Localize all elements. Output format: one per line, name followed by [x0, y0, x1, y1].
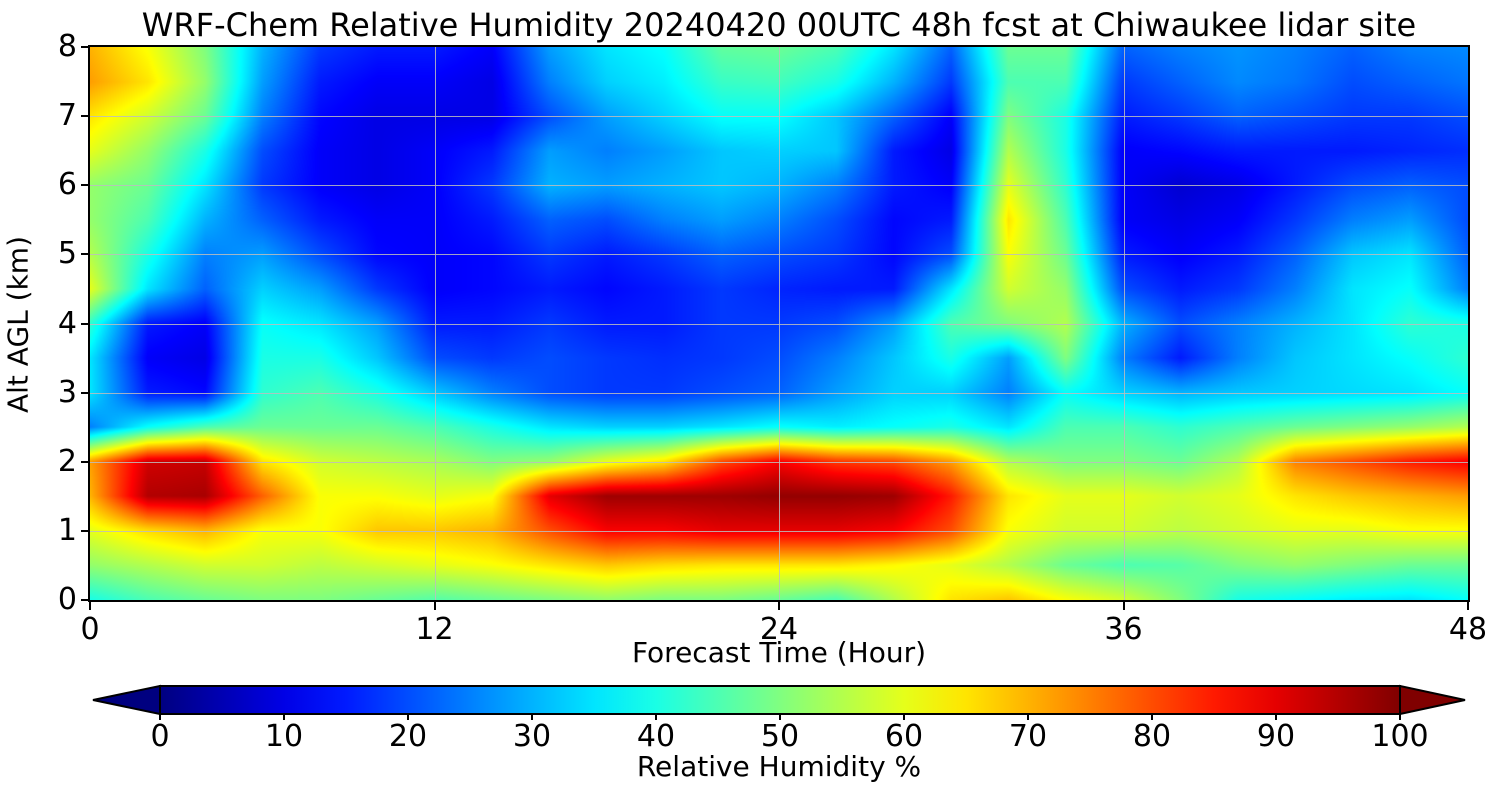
colorbar-tick-mark: [159, 714, 161, 720]
x-axis-label: Forecast Time (Hour): [631, 636, 927, 669]
x-tick-mark: [1467, 602, 1469, 610]
y-tick-label: 3: [57, 374, 77, 410]
y-tick-label: 4: [57, 305, 77, 341]
gridline-vertical: [1123, 47, 1125, 600]
y-tick-mark: [81, 529, 89, 532]
y-tick-mark: [81, 253, 89, 256]
colorbar-tick-mark: [655, 714, 657, 720]
colorbar-tick-label: 10: [264, 719, 304, 754]
colorbar-tick-label: 0: [150, 719, 170, 754]
x-tick-mark: [433, 602, 436, 610]
colorbar-tick-label: 70: [1008, 719, 1048, 754]
colorbar-tick-mark: [779, 714, 781, 720]
x-tick-label: 24: [759, 612, 799, 647]
y-tick-mark: [81, 460, 89, 463]
colorbar-left-arrow: [92, 684, 161, 716]
colorbar-tick-mark: [903, 714, 905, 720]
colorbar-tick-label: 30: [512, 719, 552, 754]
x-tick-label: 12: [415, 612, 454, 647]
y-tick-mark: [81, 115, 89, 118]
colorbar-tick-mark: [283, 714, 285, 720]
y-tick-label: 7: [57, 98, 77, 134]
y-tick-label: 0: [57, 582, 77, 617]
colorbar-tick-mark: [1399, 714, 1401, 720]
y-tick-label: 8: [57, 29, 77, 64]
gridlines-layer: [90, 47, 1468, 600]
colorbar-tick-label: 60: [884, 719, 924, 754]
y-tick-label: 6: [57, 167, 77, 203]
y-tick-label: 5: [57, 236, 77, 272]
colorbar-label: Relative Humidity %: [636, 750, 922, 783]
colorbar-tick-mark: [531, 714, 533, 720]
colorbar-tick-mark: [407, 714, 409, 720]
x-tick-mark: [1122, 602, 1125, 610]
y-tick-label: 2: [57, 443, 77, 479]
plot-area: [88, 45, 1470, 602]
x-tick-label: 0: [80, 612, 100, 647]
colorbar-tick-label: 100: [1371, 719, 1429, 754]
y-tick-mark: [81, 46, 89, 48]
gridline-vertical: [779, 47, 780, 600]
colorbar-gradient-bar: [159, 685, 1401, 715]
gridline-vertical: [434, 47, 436, 600]
colorbar-tick-label: 40: [636, 719, 676, 754]
y-tick-mark: [81, 599, 89, 601]
colorbar-tick-mark: [1151, 714, 1153, 720]
x-tick-label: 36: [1104, 612, 1143, 647]
chart-title: WRF-Chem Relative Humidity 20240420 00UT…: [141, 6, 1417, 44]
y-tick-label: 1: [57, 512, 77, 548]
x-tick-label: 48: [1448, 612, 1488, 647]
y-tick-mark: [81, 322, 89, 325]
colorbar-tick-label: 90: [1256, 719, 1296, 754]
y-tick-mark: [81, 391, 89, 394]
colorbar-tick-label: 20: [388, 719, 428, 754]
x-tick-mark: [778, 602, 780, 610]
colorbar: [92, 684, 1466, 716]
colorbar-tick-label: 50: [760, 719, 800, 754]
colorbar-tick-mark: [1027, 714, 1029, 720]
colorbar-right-arrow: [1399, 684, 1466, 716]
x-tick-mark: [89, 602, 91, 610]
colorbar-tick-label: 80: [1132, 719, 1172, 754]
y-tick-mark: [81, 184, 89, 187]
colorbar-tick-mark: [1275, 714, 1277, 720]
